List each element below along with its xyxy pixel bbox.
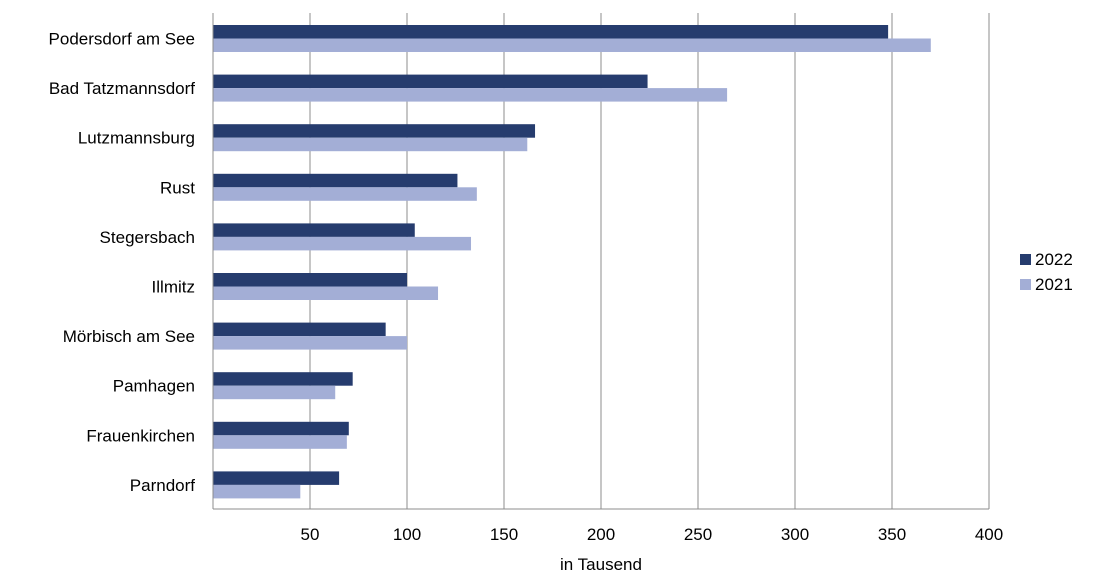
x-tick-label: 100 (393, 525, 421, 544)
bar-2021-0 (213, 38, 931, 52)
bar-2022-0 (213, 25, 889, 39)
bar-2022-2 (213, 124, 536, 138)
bar-2021-7 (213, 385, 336, 400)
x-tick-label: 250 (684, 525, 712, 544)
category-label: Podersdorf am See (49, 30, 195, 49)
bars (213, 25, 931, 499)
bar-2021-6 (213, 336, 407, 350)
x-tick-label: 200 (587, 525, 615, 544)
bar-2021-9 (213, 484, 301, 499)
category-label: Illmitz (152, 278, 195, 297)
bar-2022-6 (213, 322, 386, 337)
category-label: Lutzmannsburg (78, 129, 195, 148)
x-tick-labels: 50 100 150 200 250 300 350 400 (301, 525, 1004, 544)
plot-frame (212, 13, 990, 510)
bar-2021-5 (213, 286, 439, 300)
category-label: Frauenkirchen (86, 426, 195, 445)
bar-2021-1 (213, 88, 728, 102)
legend-label-2022: 2022 (1035, 250, 1073, 269)
x-tick-label: 350 (878, 525, 906, 544)
bar-2021-2 (213, 137, 528, 152)
bar-2021-3 (213, 187, 477, 201)
x-tick-label: 400 (975, 525, 1003, 544)
x-tick-label: 50 (301, 525, 320, 544)
legend: 2022 2021 (1020, 250, 1073, 294)
category-label: Parndorf (130, 476, 195, 495)
x-tick-label: 150 (490, 525, 518, 544)
x-tick-label: 300 (781, 525, 809, 544)
category-label: Stegersbach (100, 228, 195, 247)
bar-2022-4 (213, 223, 415, 237)
category-label: Pamhagen (113, 377, 195, 396)
category-label: Rust (160, 178, 195, 197)
bar-2021-8 (213, 435, 347, 449)
category-label: Bad Tatzmannsdorf (49, 79, 195, 98)
bar-2022-1 (213, 74, 648, 89)
bar-2022-3 (213, 173, 458, 188)
bar-2022-5 (213, 273, 407, 287)
x-axis-title: in Tausend (560, 555, 642, 574)
bar-2022-8 (213, 421, 349, 436)
bar-2021-4 (213, 236, 472, 251)
legend-swatch-2021 (1020, 279, 1031, 290)
legend-swatch-2022 (1020, 254, 1031, 265)
legend-label-2021: 2021 (1035, 275, 1073, 294)
bar-2022-7 (213, 372, 353, 386)
category-labels: Podersdorf am See Bad Tatzmannsdorf Lutzma… (49, 30, 196, 495)
bar-2022-9 (213, 471, 340, 485)
category-label: Mörbisch am See (63, 327, 195, 346)
